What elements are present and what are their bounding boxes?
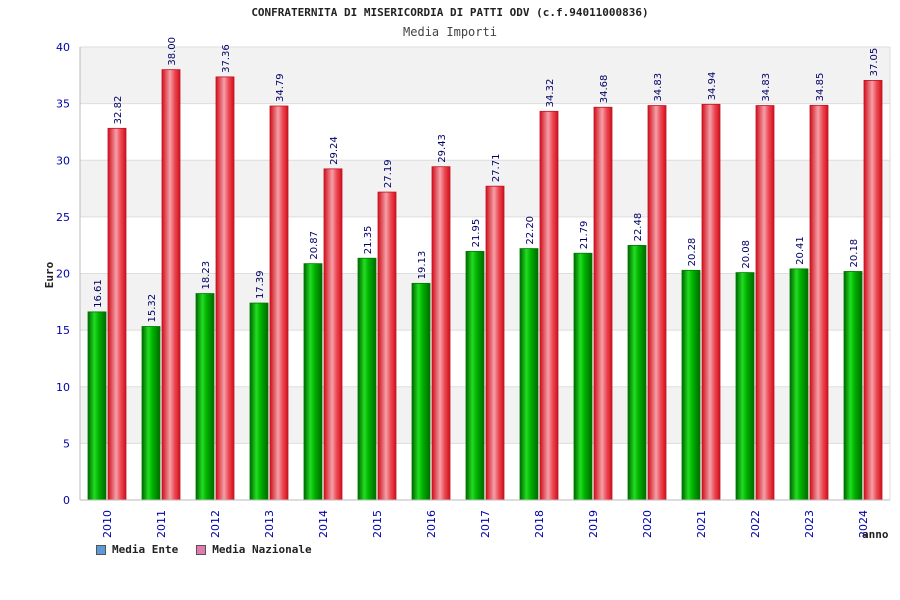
bar-media-ente <box>736 273 754 500</box>
bar-media-nazionale <box>270 106 288 500</box>
bar-media-nazionale <box>648 106 666 500</box>
data-label: 27.19 <box>383 159 394 188</box>
data-label: 15.32 <box>147 294 158 323</box>
x-tick-label: 2023 <box>803 510 816 538</box>
legend-swatch-media-ente <box>96 545 106 555</box>
legend-item-media-ente: Media Ente <box>96 543 178 556</box>
data-label: 20.41 <box>795 236 806 265</box>
bar-media-ente <box>304 264 322 500</box>
data-label: 34.68 <box>599 75 610 104</box>
bar-media-ente <box>574 253 592 500</box>
data-label: 22.20 <box>525 216 536 245</box>
legend-item-media-nazionale: Media Nazionale <box>196 543 311 556</box>
data-label: 32.82 <box>113 96 124 125</box>
y-tick-label: 30 <box>56 154 70 167</box>
data-label: 21.79 <box>579 221 590 250</box>
x-tick-label: 2022 <box>749 510 762 538</box>
x-tick-label: 2013 <box>263 510 276 538</box>
bar-media-nazionale <box>432 167 450 500</box>
data-label: 34.94 <box>707 72 718 101</box>
legend-label-media-nazionale: Media Nazionale <box>212 543 311 556</box>
data-label: 21.95 <box>471 219 482 248</box>
bar-media-ente <box>412 283 430 500</box>
data-label: 34.79 <box>275 73 286 102</box>
bar-media-nazionale <box>540 111 558 500</box>
bar-media-nazionale <box>324 169 342 500</box>
data-label: 20.18 <box>849 239 860 268</box>
y-tick-label: 40 <box>56 41 70 54</box>
bar-media-nazionale <box>810 105 828 500</box>
data-label: 37.36 <box>221 44 232 73</box>
x-tick-label: 2010 <box>101 510 114 538</box>
data-label: 19.13 <box>417 251 428 280</box>
y-tick-label: 20 <box>56 268 70 281</box>
data-label: 29.24 <box>329 136 340 165</box>
data-label: 27.71 <box>491 154 502 183</box>
data-label: 21.35 <box>363 226 374 255</box>
data-label: 37.05 <box>869 48 880 77</box>
x-axis-label: anno <box>862 528 889 541</box>
x-tick-label: 2015 <box>371 510 384 538</box>
bar-media-nazionale <box>378 192 396 500</box>
data-label: 18.23 <box>201 261 212 290</box>
bar-media-nazionale <box>108 128 126 500</box>
bar-media-nazionale <box>162 70 180 500</box>
x-tick-label: 2021 <box>695 510 708 538</box>
bar-media-nazionale <box>756 106 774 500</box>
bar-media-ente <box>358 258 376 500</box>
bar-chart: 0 5 10 15 20 25 30 35 40 2010 2011 2012 2013 2014 2015… <box>0 0 900 600</box>
bar-media-nazionale <box>864 80 882 500</box>
bar-media-nazionale <box>486 186 504 500</box>
y-tick-label: 35 <box>56 98 70 111</box>
x-tick-label: 2020 <box>641 510 654 538</box>
data-label: 22.48 <box>633 213 644 242</box>
data-label: 38.00 <box>167 37 178 66</box>
y-tick-label: 0 <box>63 494 70 507</box>
bar-media-ente <box>250 303 268 500</box>
bar-media-ente <box>682 270 700 500</box>
data-label: 20.08 <box>741 240 752 269</box>
x-tick-label: 2011 <box>155 510 168 538</box>
x-tick-label: 2017 <box>479 510 492 538</box>
y-tick-label: 10 <box>56 381 70 394</box>
legend-swatch-media-nazionale <box>196 545 206 555</box>
data-label: 34.85 <box>815 73 826 102</box>
data-label: 34.83 <box>653 73 664 102</box>
legend-label-media-ente: Media Ente <box>112 543 178 556</box>
x-tick-label: 2012 <box>209 510 222 538</box>
x-tick-label: 2014 <box>317 510 330 538</box>
legend: Media Ente Media Nazionale <box>96 543 312 556</box>
data-label: 20.28 <box>687 238 698 267</box>
bar-media-ente <box>628 245 646 500</box>
bar-media-ente <box>466 251 484 500</box>
y-tick-label: 25 <box>56 211 70 224</box>
data-label: 34.32 <box>545 79 556 108</box>
x-tick-label: 2019 <box>587 510 600 538</box>
bar-media-ente <box>520 249 538 500</box>
y-tick-label: 5 <box>63 437 70 450</box>
data-label: 20.87 <box>309 231 320 260</box>
bar-media-nazionale <box>702 104 720 500</box>
data-label: 17.39 <box>255 270 266 299</box>
data-label: 34.83 <box>761 73 772 102</box>
bar-media-nazionale <box>594 107 612 500</box>
bar-media-ente <box>142 327 160 500</box>
data-label: 16.61 <box>93 279 104 308</box>
y-tick-label: 15 <box>56 324 70 337</box>
bar-media-ente <box>844 271 862 500</box>
bar-media-ente <box>196 294 214 500</box>
bar-media-ente <box>790 269 808 500</box>
x-tick-label: 2018 <box>533 510 546 538</box>
y-axis-label: Euro <box>43 261 56 288</box>
data-label: 29.43 <box>437 134 448 163</box>
bar-media-nazionale <box>216 77 234 500</box>
x-tick-label: 2016 <box>425 510 438 538</box>
bar-media-ente <box>88 312 106 500</box>
